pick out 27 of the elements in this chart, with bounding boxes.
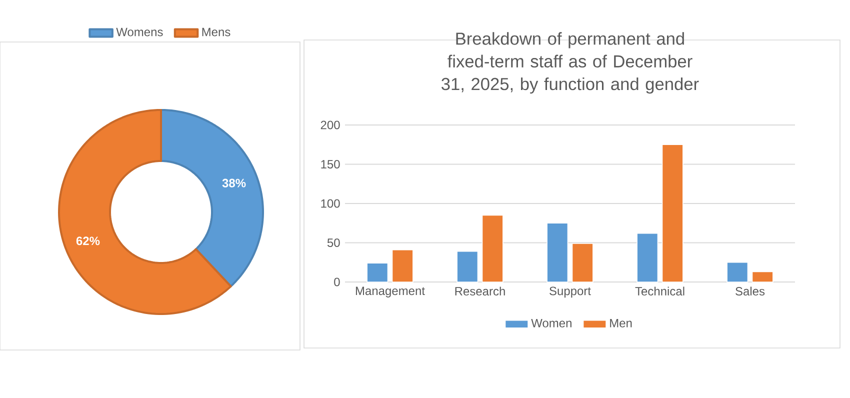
- legend-label: Womens: [116, 28, 163, 36]
- x-tick-label: Research: [455, 286, 505, 296]
- bar: [546, 222, 568, 282]
- bar: [392, 249, 414, 282]
- bar: [366, 262, 388, 282]
- bar: [456, 250, 478, 282]
- x-tick-label: Support: [550, 286, 591, 298]
- bar: [752, 271, 774, 282]
- x-tick-label: Sales: [736, 286, 765, 296]
- data-label: 38%: [222, 178, 246, 188]
- legend-label: Men: [610, 318, 632, 328]
- bar: [482, 214, 504, 282]
- bar: [726, 262, 748, 282]
- x-tick-label: Management: [356, 286, 425, 298]
- legend-label: Mens: [202, 28, 230, 36]
- x-tick-label: Technical: [635, 286, 684, 296]
- y-tick-label: 200: [320, 120, 340, 130]
- y-tick-label: 150: [321, 160, 340, 168]
- bar: [662, 144, 684, 282]
- legend-label: Women: [531, 318, 572, 328]
- bar: [636, 232, 658, 282]
- bar: [572, 243, 594, 282]
- data-label: 62%: [76, 236, 100, 246]
- y-tick-label: 100: [321, 199, 340, 208]
- y-tick-label: 0: [334, 278, 340, 286]
- y-tick-label: 50: [327, 238, 340, 247]
- chart-title: Breakdown of permanent and fixed-term staff as of December 31, 2025, by function and gender: [442, 32, 699, 94]
